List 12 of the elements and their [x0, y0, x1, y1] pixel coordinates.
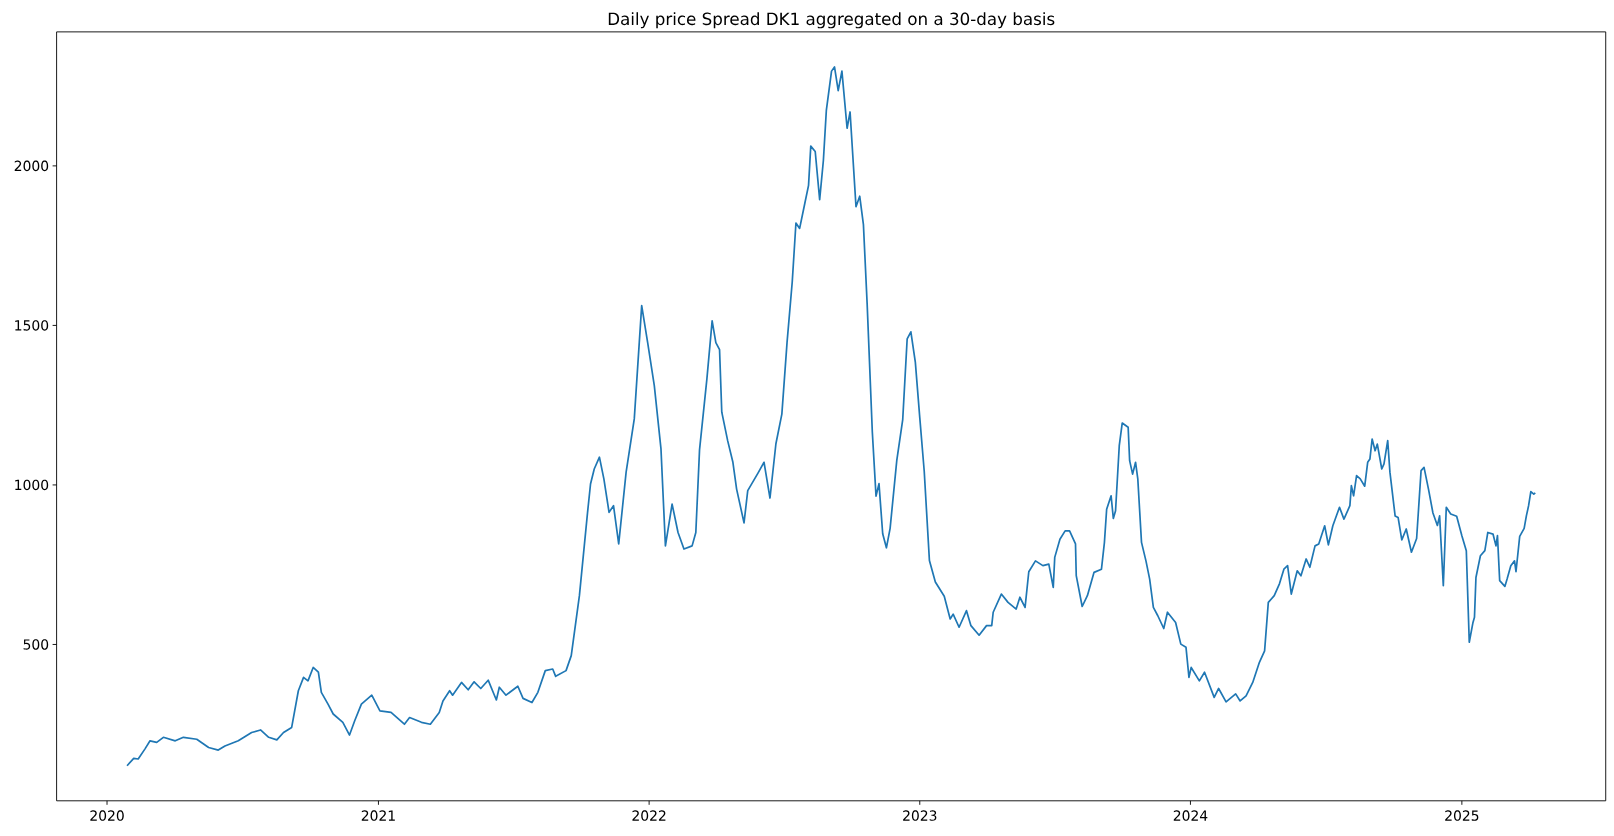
y-tick-label: 1000 [15, 479, 49, 491]
x-tick-label: 2023 [903, 810, 937, 821]
x-tick-label: 2024 [1173, 810, 1208, 821]
y-tick-label: 500 [23, 639, 49, 650]
x-tick-label: 2021 [361, 810, 395, 821]
x-tick-label: 2020 [90, 810, 124, 821]
chart-title: Daily price Spread DK1 aggregated on a 30-day basis [608, 12, 1055, 29]
y-tick-label: 1500 [15, 320, 49, 331]
x-tick-label: 2025 [1445, 810, 1479, 821]
line-series [126, 66, 1537, 767]
y-tick-label: 2000 [14, 160, 49, 172]
x-tick-label: 2022 [632, 810, 666, 821]
